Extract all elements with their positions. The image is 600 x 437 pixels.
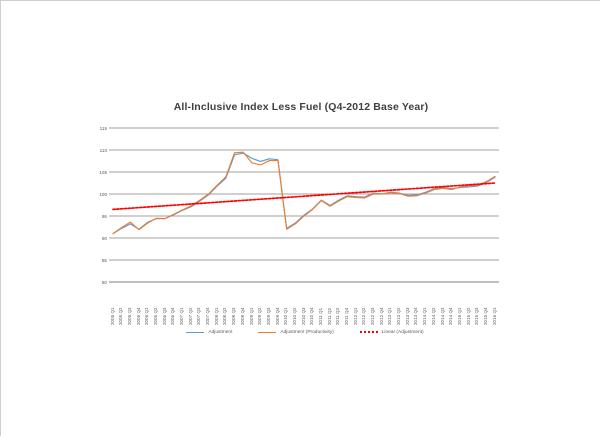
x-axis-tick-label: 2006 Q2 bbox=[153, 307, 158, 325]
y-axis-tick-label: 95 bbox=[101, 213, 107, 219]
x-axis-tick-label: 2011 Q3 bbox=[335, 307, 341, 325]
x-axis-tick-label: 2014 Q1 bbox=[422, 307, 428, 325]
chart-title: All-Inclusive Index Less Fuel (Q4-2012 B… bbox=[173, 101, 429, 113]
y-axis-tick-label: 110 bbox=[99, 147, 107, 153]
legend-label: Linear (Adjustment) bbox=[381, 329, 424, 335]
x-axis-tick-label: 2014 Q4 bbox=[448, 307, 454, 325]
x-axis-tick-label: 2006 Q3 bbox=[161, 307, 167, 325]
y-axis-labels: 115 110 105 100 95 90 85 80 bbox=[87, 119, 107, 294]
x-axis-tick-label: 2008 Q1 bbox=[213, 307, 219, 325]
x-axis-tick-label: 2010 Q3 bbox=[300, 307, 306, 325]
x-axis-tick-label: 2013 Q2 bbox=[396, 307, 402, 325]
x-axis-tick-label: 2010 Q4 bbox=[309, 307, 315, 325]
x-axis-tick-label: 2013 Q1 bbox=[387, 307, 393, 325]
x-axis-tick-label: 2012 Q4 bbox=[378, 307, 384, 325]
x-axis-tick-label: 2008 Q4 bbox=[239, 307, 245, 325]
x-axis-tick-label: 2008 Q2 bbox=[222, 307, 228, 325]
series-lines bbox=[112, 151, 496, 235]
y-axis-tick-label: 85 bbox=[101, 257, 107, 263]
x-axis-tick-label: 2007 Q2 bbox=[187, 307, 193, 325]
legend-label: Adjustment bbox=[208, 329, 233, 335]
series-line bbox=[112, 152, 496, 235]
x-axis-labels: 2005 Q1 2005 Q2 2005 Q3 2005 Q4 2006 Q1 2006 … bbox=[109, 285, 501, 325]
x-axis-tick-label: 2010 Q2 bbox=[291, 307, 297, 325]
x-axis-tick-label: 2012 Q3 bbox=[370, 307, 376, 325]
x-axis-tick-label: 2012 Q1 bbox=[352, 307, 358, 325]
x-axis-tick-label: 2013 Q4 bbox=[413, 307, 419, 325]
x-axis-tick-label: 2016 Q1 bbox=[491, 307, 497, 325]
x-axis-tick-label: 2009 Q4 bbox=[274, 307, 280, 325]
chart-legend: Adjustment Adjustment (Productivity) Linea… bbox=[109, 325, 501, 339]
x-axis-tick-label: 2013 Q3 bbox=[404, 307, 410, 325]
x-axis-tick-label: 2005 Q4 bbox=[135, 307, 141, 325]
x-axis-tick-label: 2015 Q2 bbox=[465, 307, 471, 325]
x-axis-tick-label: 2007 Q3 bbox=[196, 307, 202, 325]
y-axis-tick-label: 80 bbox=[101, 279, 107, 285]
x-axis-tick-label: 2011 Q2 bbox=[326, 307, 332, 325]
chart-svg bbox=[109, 127, 499, 283]
x-axis-tick-label: 2015 Q4 bbox=[482, 307, 488, 325]
x-axis-tick-label: 2009 Q3 bbox=[265, 307, 271, 325]
x-axis-tick-label: 2009 Q2 bbox=[257, 307, 263, 325]
plot-area bbox=[109, 119, 501, 349]
y-axis-tick-label: 105 bbox=[99, 169, 107, 175]
x-axis-tick-label: 2008 Q3 bbox=[231, 307, 237, 325]
x-axis-tick-label: 2006 Q4 bbox=[170, 307, 176, 325]
y-axis-tick-label: 90 bbox=[101, 235, 107, 241]
x-axis-tick-label: 2005 Q1 bbox=[109, 307, 115, 325]
series-line bbox=[112, 182, 496, 211]
x-axis-tick-label: 2006 Q1 bbox=[144, 307, 150, 325]
x-axis-tick-label: 2010 Q1 bbox=[283, 307, 289, 325]
legend-item[interactable]: Linear (Adjustment) bbox=[359, 329, 424, 335]
x-axis-tick-label: 2009 Q1 bbox=[248, 307, 254, 325]
series-line bbox=[112, 151, 496, 235]
x-axis-tick-label: 2005 Q3 bbox=[126, 307, 132, 325]
y-axis-tick-label: 100 bbox=[99, 191, 107, 197]
legend-swatch-icon bbox=[359, 331, 378, 333]
x-axis-tick-label: 2014 Q3 bbox=[439, 307, 445, 325]
legend-swatch-icon bbox=[186, 331, 205, 333]
legend-item[interactable]: Adjustment (Productivity) bbox=[258, 329, 334, 335]
x-axis-tick-label: 2007 Q4 bbox=[205, 307, 211, 325]
x-axis-tick-label: 2012 Q2 bbox=[361, 307, 367, 325]
legend-item[interactable]: Adjustment bbox=[186, 330, 232, 335]
legend-swatch-icon bbox=[258, 331, 277, 333]
x-axis-tick-label: 2011 Q1 bbox=[317, 307, 323, 325]
x-axis-tick-label: 2015 Q3 bbox=[474, 307, 480, 325]
x-axis-tick-label: 2007 Q1 bbox=[179, 307, 185, 325]
x-axis-tick-label: 2014 Q2 bbox=[430, 307, 436, 325]
legend-label: Adjustment (Productivity) bbox=[280, 329, 334, 335]
x-axis-tick-label: 2011 Q4 bbox=[344, 307, 349, 325]
x-axis-tick-label: 2005 Q2 bbox=[118, 307, 124, 325]
y-axis-tick-label: 115 bbox=[99, 125, 107, 131]
x-axis-tick-label: 2015 Q1 bbox=[456, 307, 462, 325]
